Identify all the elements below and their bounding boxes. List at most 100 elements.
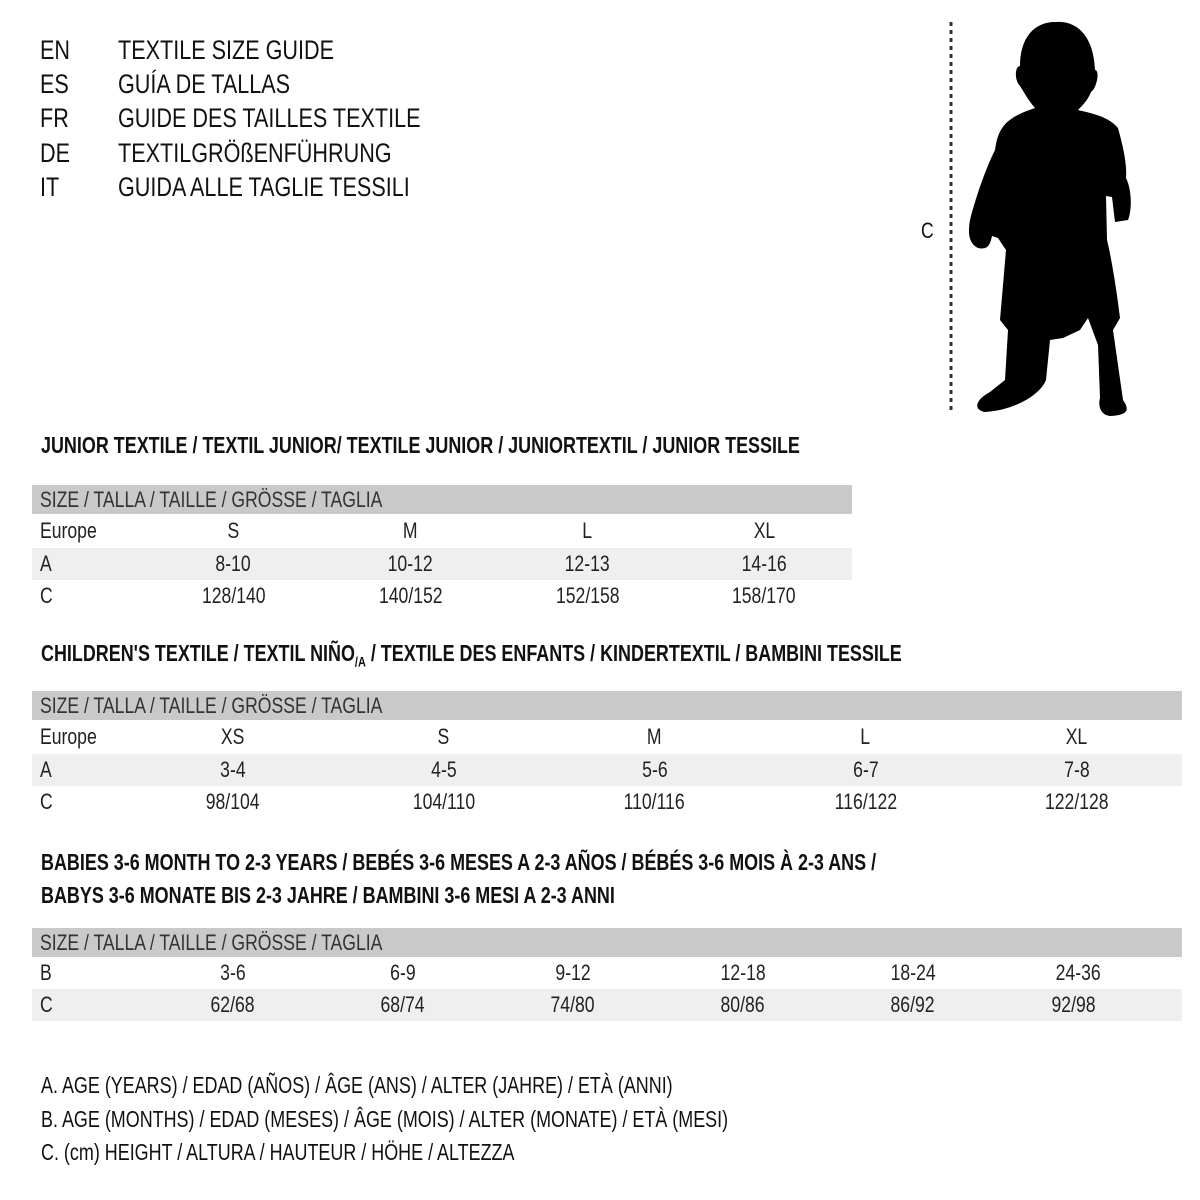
table-cell: 98/104	[127, 786, 338, 818]
header-text: SIZE / TALLA / TAILLE / GRÖSSE / TAGLIA	[40, 486, 383, 512]
table-cell: 80/86	[658, 989, 828, 1021]
cell-text: 8-10	[215, 551, 252, 576]
table-cell: 4-5	[338, 754, 549, 786]
cell-text: 6-7	[852, 757, 879, 782]
header-cell: SIZE / TALLA / TAILLE / GRÖSSE / TAGLIA	[32, 928, 1183, 957]
cell-text: L	[860, 724, 871, 749]
row-label: Europe	[32, 514, 145, 548]
lang-code: ES	[40, 69, 69, 99]
row-label-text: A	[40, 551, 52, 576]
cell-text: 80/86	[720, 992, 766, 1017]
babies-size-table: SIZE / TALLA / TAILLE / GRÖSSE / TAGLIA …	[32, 928, 1183, 1021]
row-label-text: C	[40, 789, 53, 814]
table-cell: 10-12	[322, 548, 499, 580]
table-cell: 62/68	[148, 989, 318, 1021]
row-label: C	[32, 580, 145, 612]
child-silhouette-icon	[949, 21, 1131, 416]
lang-code: FR	[40, 103, 69, 133]
table-cell: 12-18	[658, 957, 828, 989]
table-cell: 3-4	[127, 754, 338, 786]
table-cell: 6-7	[760, 754, 971, 786]
cell-text: 86/92	[890, 992, 936, 1017]
table-cell: 8-10	[145, 548, 322, 580]
cell-text: 12-13	[564, 551, 611, 576]
cell-text: 7-8	[1063, 757, 1090, 782]
row-label-text: C	[40, 583, 53, 608]
cell-text: M	[647, 724, 662, 749]
table-cell: 104/110	[338, 786, 549, 818]
header-text: SIZE / TALLA / TAILLE / GRÖSSE / TAGLIA	[40, 929, 383, 955]
cell-text: S	[227, 518, 240, 543]
table-cell: XL	[971, 720, 1182, 754]
cell-text: 116/122	[834, 789, 897, 814]
heading-part: CHILDREN'S TEXTILE / TEXTIL NIÑO	[41, 640, 355, 666]
table-cell: 74/80	[488, 989, 658, 1021]
table-cell: 68/74	[318, 989, 488, 1021]
table-cell: L	[499, 514, 676, 548]
table-row: C 62/68 68/74 74/80 80/86 86/92 92/98	[32, 989, 1183, 1021]
cell-text: 128/140	[201, 583, 266, 608]
cell-text: 18-24	[890, 960, 936, 985]
title-text: GUÍA DE TALLAS	[118, 69, 291, 99]
table-cell: S	[338, 720, 549, 754]
row-label: Europe	[32, 720, 127, 754]
silhouette-shape	[968, 21, 1131, 416]
measure-label-text: C	[921, 218, 934, 243]
row-label: C	[32, 786, 127, 818]
table-row: A 8-10 10-12 12-13 14-16	[32, 548, 853, 580]
legend-text: A. AGE (YEARS) / EDAD (AÑOS) / ÂGE (ANS)…	[41, 1072, 673, 1098]
cell-text: S	[437, 724, 450, 749]
cell-text: 110/116	[623, 789, 685, 814]
table-cell: 140/152	[322, 580, 499, 612]
header-text: SIZE / TALLA / TAILLE / GRÖSSE / TAGLIA	[40, 692, 383, 718]
lang-code: IT	[40, 172, 60, 202]
row-label: B	[32, 957, 148, 989]
cell-text: 4-5	[430, 757, 457, 782]
table-row: A 3-4 4-5 5-6 6-7 7-8	[32, 754, 1183, 786]
junior-heading-text: JUNIOR TEXTILE / TEXTIL JUNIOR/ TEXTILE …	[41, 432, 800, 458]
table-header-row: SIZE / TALLA / TAILLE / GRÖSSE / TAGLIA	[32, 485, 853, 514]
lang-code: DE	[40, 138, 71, 168]
heading-subscript: /A	[354, 653, 366, 670]
title-text: TEXTILGRÖßENFÜHRUNG	[118, 138, 392, 168]
table-cell: M	[322, 514, 499, 548]
table-header-row: SIZE / TALLA / TAILLE / GRÖSSE / TAGLIA	[32, 928, 1183, 957]
legend-c: C. (cm) HEIGHT / ALTURA / HAUTEUR / HÖHE…	[41, 1139, 648, 1166]
title-text: GUIDE DES TAILLES TEXTILE	[118, 103, 421, 133]
cell-text: 140/152	[378, 583, 443, 608]
junior-heading: JUNIOR TEXTILE / TEXTIL JUNIOR/ TEXTILE …	[41, 432, 1014, 459]
table-cell: 7-8	[971, 754, 1183, 786]
table-cell: 92/98	[998, 989, 1183, 1021]
table-row: Europe XS S M L XL	[32, 720, 1182, 754]
header-cell: SIZE / TALLA / TAILLE / GRÖSSE / TAGLIA	[32, 485, 853, 514]
header-cell: SIZE / TALLA / TAILLE / GRÖSSE / TAGLIA	[32, 691, 1183, 720]
cell-text: 9-12	[555, 960, 591, 985]
table-cell: 14-16	[676, 548, 853, 580]
babies-heading-line1: BABIES 3-6 MONTH TO 2-3 YEARS / BEBÉS 3-…	[41, 849, 1112, 876]
table-cell: 158/170	[676, 580, 852, 612]
table-cell: XL	[676, 514, 852, 548]
row-label: C	[32, 989, 148, 1021]
row-label-text: Europe	[40, 518, 97, 543]
table-cell: 6-9	[318, 957, 488, 989]
row-label-text: A	[40, 757, 52, 782]
title-text: GUIDA ALLE TAGLIE TESSILI	[118, 172, 410, 202]
legend-text: B. AGE (MONTHS) / EDAD (MESES) / ÂGE (MO…	[41, 1106, 729, 1132]
heading-text: BABYS 3-6 MONATE BIS 2-3 JAHRE / BAMBINI…	[41, 882, 615, 908]
legend-a: A. AGE (YEARS) / EDAD (AÑOS) / ÂGE (ANS)…	[41, 1072, 851, 1099]
table-cell: S	[145, 514, 322, 548]
cell-text: M	[403, 518, 418, 543]
table-cell: 24-36	[998, 957, 1182, 989]
table-cell: 128/140	[145, 580, 322, 612]
cell-text: XL	[753, 518, 775, 543]
table-cell: 86/92	[828, 989, 998, 1021]
table-row: C 128/140 140/152 152/158 158/170	[32, 580, 852, 612]
legend-text: C. (cm) HEIGHT / ALTURA / HAUTEUR / HÖHE…	[41, 1139, 515, 1165]
cell-text: 12-18	[720, 960, 766, 985]
table-header-row: SIZE / TALLA / TAILLE / GRÖSSE / TAGLIA	[32, 691, 1183, 720]
cell-text: 98/104	[205, 789, 260, 814]
cell-text: XL	[1065, 724, 1088, 749]
row-label-text: B	[40, 960, 52, 985]
row-label: A	[32, 548, 145, 580]
babies-heading-line2: BABYS 3-6 MONATE BIS 2-3 JAHRE / BAMBINI…	[41, 882, 777, 909]
